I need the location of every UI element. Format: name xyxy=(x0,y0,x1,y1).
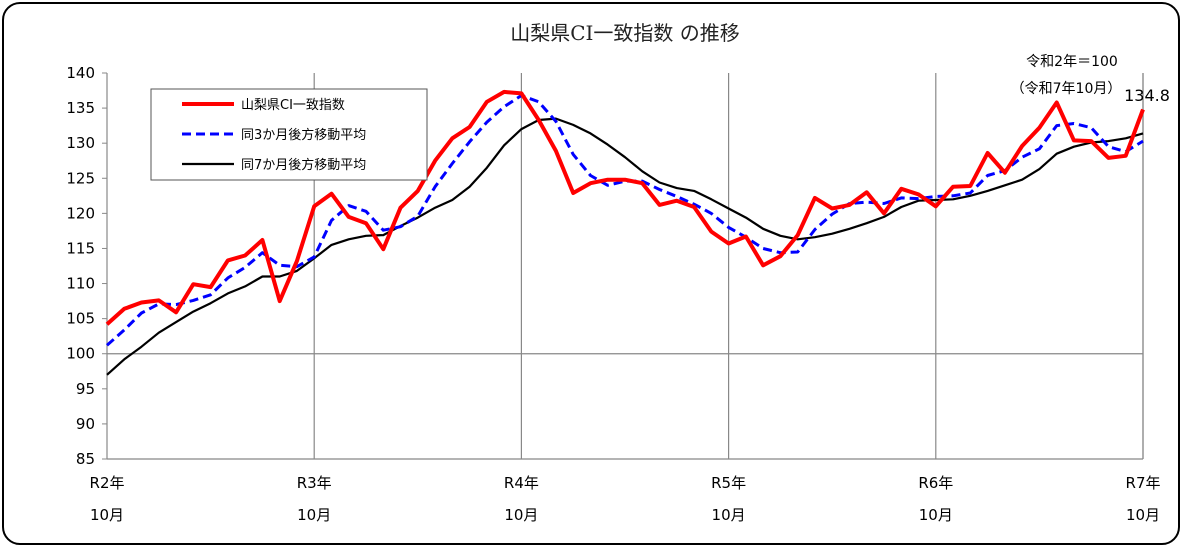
series-line-1 xyxy=(105,89,1145,326)
y-tick-label: 135 xyxy=(66,99,95,117)
x-tick-label-year: R4年 xyxy=(504,474,539,492)
axes: 85 90 95 100 105 110 115 120 125 130 135 140 R2年 10月 R… xyxy=(66,64,1160,524)
series-line-3 xyxy=(106,117,1144,376)
last-value-label: 134.8 xyxy=(1124,86,1170,105)
x-tick-label-year: R2年 xyxy=(90,474,125,492)
chart-title: 山梨県CI一致指数 の推移 xyxy=(510,21,740,45)
x-tick-label-year: R6年 xyxy=(918,474,953,492)
series-line-2 xyxy=(106,94,1144,347)
legend-label: 同3か月後方移動平均 xyxy=(241,127,366,143)
x-tick-label-month: 10月 xyxy=(90,506,124,524)
x-tick-label-month: 10月 xyxy=(504,506,538,524)
x-tick-label-month: 10月 xyxy=(1126,506,1160,524)
y-tick-label: 115 xyxy=(66,239,95,257)
x-tick-label-year: R7年 xyxy=(1126,474,1161,492)
x-tick-label-month: 10月 xyxy=(297,506,331,524)
y-tick-label: 105 xyxy=(66,310,95,328)
series-lines xyxy=(105,89,1145,376)
y-tick-label: 110 xyxy=(66,275,95,293)
base-year-note: 令和2年＝100 xyxy=(1026,54,1118,70)
y-tick-label: 100 xyxy=(66,345,95,363)
y-tick-label: 95 xyxy=(76,380,95,398)
y-tick-label: 85 xyxy=(76,450,95,468)
y-tick-label: 140 xyxy=(66,64,95,82)
legend-label: 同7か月後方移動平均 xyxy=(241,157,366,173)
y-tick-label: 130 xyxy=(66,134,95,152)
latest-month-note: （令和7年10月） xyxy=(1011,81,1122,97)
x-tick-label-month: 10月 xyxy=(919,506,953,524)
x-tick-label-year: R5年 xyxy=(711,474,746,492)
y-tick-label: 120 xyxy=(66,204,95,222)
legend-label: 山梨県CI一致指数 xyxy=(241,98,345,113)
x-tick-label-year: R3年 xyxy=(297,474,332,492)
y-tick-label: 90 xyxy=(76,415,95,433)
y-tick-label: 125 xyxy=(66,169,95,187)
x-tick-label-month: 10月 xyxy=(712,506,746,524)
